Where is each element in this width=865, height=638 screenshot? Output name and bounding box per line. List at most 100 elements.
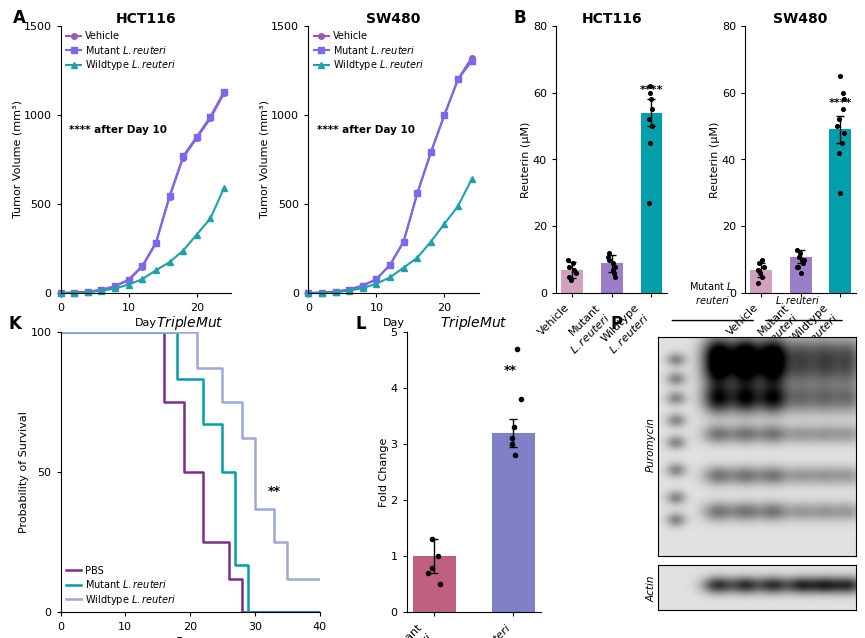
Point: [832, 114, 846, 124]
Vehicle: [55, 289, 66, 297]
Mutant $\it{L. reuteri}$: [55, 289, 66, 297]
Point: [796, 255, 810, 265]
PBS: [237, 609, 247, 616]
Wildtype $\it{L. reuteri}$: [269, 505, 279, 512]
Point: [603, 248, 617, 258]
Bar: [790, 256, 811, 293]
X-axis label: Day: Day: [135, 318, 157, 328]
Point: [751, 278, 765, 288]
Point: [837, 94, 851, 104]
Y-axis label: Reuterin (μM): Reuterin (μM): [710, 121, 721, 198]
PBS: [159, 398, 170, 406]
Mutant $\it{L. reuteri}$: [426, 149, 436, 156]
Text: **: **: [268, 485, 281, 498]
Mutant $\it{L. reuteri}$: [243, 609, 253, 616]
Vehicle: [466, 54, 477, 61]
Mutant $\it{L. reuteri}$: [96, 286, 106, 293]
Mutant $\it{L. reuteri}$: [198, 420, 208, 428]
Point: [836, 87, 850, 98]
Text: K: K: [9, 315, 22, 333]
Line: Wildtype $\it{L. reuteri}$: Wildtype $\it{L. reuteri}$: [58, 185, 227, 296]
Point: [833, 71, 847, 81]
Point: [602, 255, 616, 265]
Point: [835, 138, 849, 148]
Point: [607, 268, 621, 278]
Wildtype $\it{L. reuteri}$: [191, 231, 202, 239]
Mutant $\it{L. reuteri}$: [230, 561, 240, 568]
Wildtype $\it{L. reuteri}$: [344, 287, 355, 295]
Vehicle: [164, 193, 175, 201]
Vehicle: [344, 286, 355, 293]
Wildtype $\it{L. reuteri}$: [151, 267, 161, 274]
Vehicle: [426, 149, 436, 156]
Title: HCT116: HCT116: [581, 11, 642, 26]
Point: [644, 104, 658, 114]
Point: [505, 433, 519, 443]
Vehicle: [330, 288, 341, 295]
Mutant $\it{L. reuteri}$: [178, 152, 189, 160]
Vehicle: [191, 134, 202, 142]
Legend: PBS, Mutant $\it{L. reuteri}$, Wildtype $\it{L. reuteri}$: PBS, Mutant $\it{L. reuteri}$, Wildtype …: [66, 565, 177, 607]
Wildtype $\it{L. reuteri}$: [178, 247, 189, 255]
Wildtype $\it{L. reuteri}$: [453, 202, 464, 210]
Point: [643, 80, 657, 91]
Line: Mutant $\it{L. reuteri}$: Mutant $\it{L. reuteri}$: [58, 89, 227, 296]
Mutant $\it{L. reuteri}$: [466, 57, 477, 65]
PBS: [55, 328, 66, 336]
Bar: [750, 270, 772, 293]
Mutant $\it{L. reuteri}$: [217, 420, 227, 428]
Point: [790, 262, 804, 272]
Point: [755, 272, 769, 282]
Mutant $\it{L. reuteri}$: [198, 376, 208, 383]
Wildtype $\it{L. reuteri}$: [69, 289, 80, 297]
Point: [796, 258, 810, 269]
Point: [568, 268, 582, 278]
Point: [643, 138, 657, 148]
Wildtype $\it{L. reuteri}$: [330, 288, 341, 296]
Point: [753, 268, 766, 278]
Text: Mutant $\it{L.}$
$\it{reuteri}$: Mutant $\it{L.}$ $\it{reuteri}$: [689, 281, 736, 306]
Point: [514, 394, 528, 404]
Mutant $\it{L. reuteri}$: [191, 133, 202, 140]
Point: [757, 262, 771, 272]
Y-axis label: Fold Change: Fold Change: [379, 438, 389, 507]
Bar: [561, 270, 583, 293]
Title: SW480: SW480: [773, 11, 828, 26]
Point: [833, 188, 847, 198]
Point: [432, 579, 446, 590]
Mutant $\it{L. reuteri}$: [412, 189, 422, 197]
Point: [752, 258, 766, 269]
Mutant $\it{L. reuteri}$: [344, 286, 355, 293]
Wildtype $\it{L. reuteri}$: [164, 258, 175, 266]
Wildtype $\it{L. reuteri}$: [357, 285, 368, 292]
Wildtype $\it{L. reuteri}$: [205, 214, 215, 222]
Vehicle: [82, 288, 93, 295]
Text: **** after Day 10: **** after Day 10: [317, 124, 415, 135]
Wildtype $\it{L. reuteri}$: [439, 220, 450, 228]
Mutant $\it{L. reuteri}$: [164, 192, 175, 200]
Wildtype $\it{L. reuteri}$: [250, 505, 260, 512]
Point: [643, 87, 657, 98]
Point: [606, 265, 619, 275]
Legend: Vehicle, Mutant $\it{L. reuteri}$, Wildtype $\it{L. reuteri}$: Vehicle, Mutant $\it{L. reuteri}$, Wildt…: [313, 31, 425, 73]
Wildtype $\it{L. reuteri}$: [137, 276, 147, 283]
Point: [562, 272, 576, 282]
Text: Puromycin: Puromycin: [646, 417, 657, 471]
Text: **** after Day 10: **** after Day 10: [69, 124, 167, 135]
PBS: [178, 468, 189, 476]
Vehicle: [303, 289, 313, 297]
Line: Wildtype $\it{L. reuteri}$: Wildtype $\it{L. reuteri}$: [305, 176, 475, 296]
Point: [608, 272, 622, 282]
Vehicle: [178, 154, 189, 161]
Point: [505, 439, 519, 449]
Text: Actin: Actin: [646, 575, 657, 602]
Text: B: B: [514, 10, 526, 27]
PBS: [198, 538, 208, 546]
Text: L: L: [356, 315, 366, 333]
Vehicle: [357, 282, 368, 290]
Mutant $\it{L. reuteri}$: [385, 261, 395, 269]
Point: [791, 245, 804, 255]
Mutant $\it{L. reuteri}$: [172, 376, 183, 383]
Point: [562, 262, 576, 272]
Vehicle: [439, 111, 450, 119]
